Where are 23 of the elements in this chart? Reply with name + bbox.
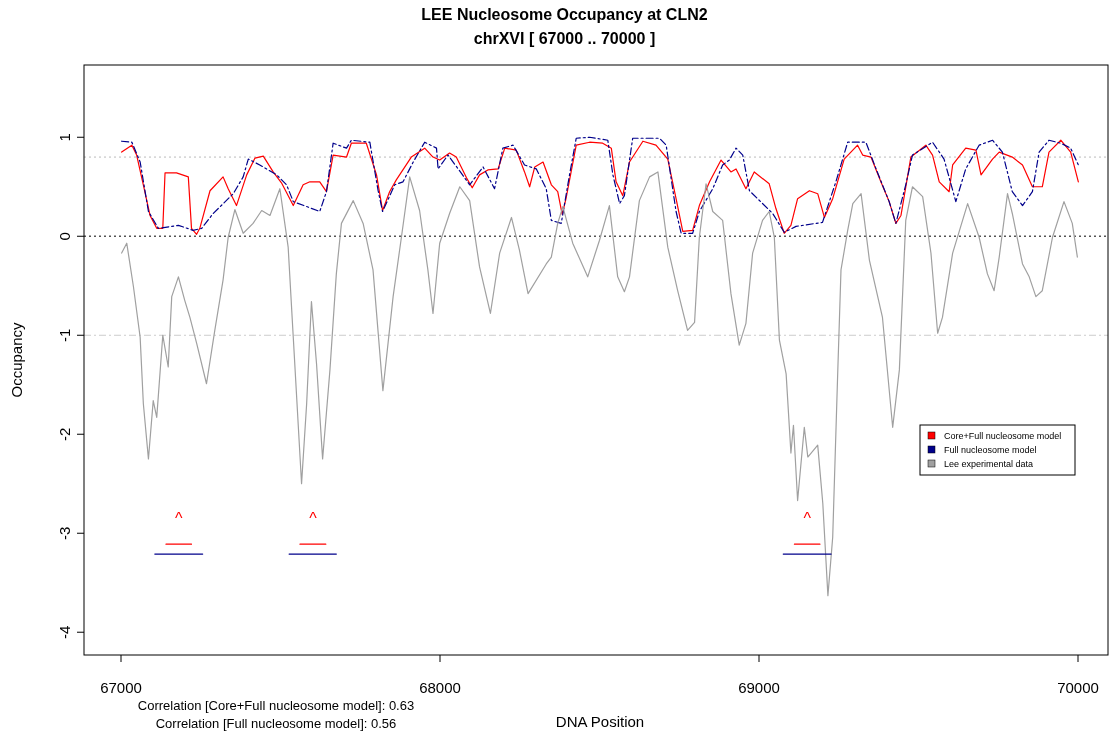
annotation: ^ xyxy=(174,510,183,528)
y-tick-label: -1 xyxy=(56,328,73,342)
y-tick-label: 1 xyxy=(56,133,73,142)
x-axis-title: DNA Position xyxy=(555,713,645,730)
legend-label: Lee experimental data xyxy=(944,459,1034,469)
annotation: ^ xyxy=(309,510,318,528)
y-axis-title: Occupancy xyxy=(8,321,25,398)
legend-label: Core+Full nucleosome model xyxy=(944,431,1062,441)
annotation: ^ xyxy=(803,510,812,528)
text: Correlation [Full nucleosome model]: 0.56 xyxy=(155,716,397,731)
line-series xyxy=(121,171,1078,597)
x-tick-label: 70000 xyxy=(1057,679,1099,696)
text: Correlation [Core+Full nucleosome model]: 0.63 xyxy=(137,698,415,713)
x-tick-label: 69000 xyxy=(738,679,780,696)
x-tick-label: 68000 xyxy=(419,679,461,696)
y-tick-label: -3 xyxy=(56,526,73,540)
y-tick-label: 0 xyxy=(56,232,73,241)
legend-label: Full nucleosome model xyxy=(944,445,1037,455)
x-tick-label: 67000 xyxy=(100,679,142,696)
chart-subtitle: chrXVI [ 67000 .. 70000 ] xyxy=(473,30,656,47)
y-tick-label: -4 xyxy=(56,625,73,639)
y-tick-label: -2 xyxy=(56,427,73,441)
chart-title: LEE Nucleosome Occupancy at CLN2 xyxy=(421,6,708,23)
